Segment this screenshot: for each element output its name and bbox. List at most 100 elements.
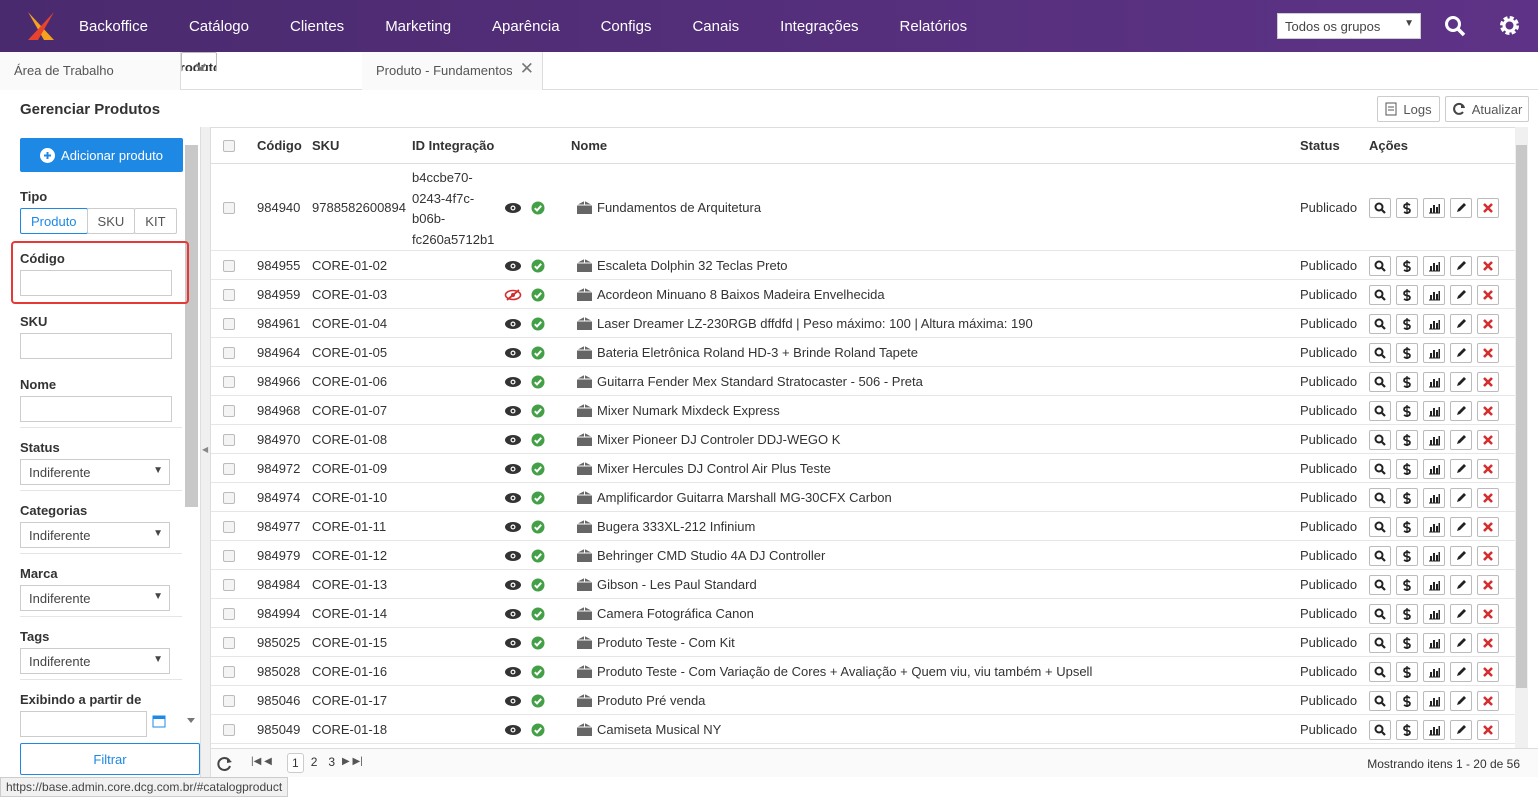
price-button[interactable] bbox=[1396, 574, 1418, 595]
visibility-icon[interactable] bbox=[504, 550, 522, 565]
visibility-icon[interactable] bbox=[504, 579, 522, 594]
stats-button[interactable] bbox=[1423, 284, 1445, 305]
delete-button[interactable] bbox=[1477, 342, 1499, 363]
visibility-icon[interactable] bbox=[504, 288, 522, 304]
nav-item[interactable]: Aparência bbox=[492, 17, 560, 35]
nav-item[interactable]: Marketing bbox=[385, 17, 452, 35]
select[interactable]: Indiferente ▼ bbox=[20, 648, 170, 674]
page-link[interactable]: 3 bbox=[328, 755, 336, 769]
calendar-icon[interactable] bbox=[152, 714, 166, 731]
type-option[interactable]: SKU bbox=[86, 208, 136, 234]
stats-button[interactable] bbox=[1423, 458, 1445, 479]
stats-button[interactable] bbox=[1423, 632, 1445, 653]
delete-button[interactable] bbox=[1477, 545, 1499, 566]
view-button[interactable] bbox=[1369, 458, 1391, 479]
add-product-button[interactable]: Adicionar produto bbox=[20, 138, 183, 172]
edit-button[interactable] bbox=[1450, 400, 1472, 421]
row-checkbox[interactable] bbox=[223, 433, 235, 446]
stats-button[interactable] bbox=[1423, 255, 1445, 276]
delete-button[interactable] bbox=[1477, 574, 1499, 595]
delete-button[interactable] bbox=[1477, 458, 1499, 479]
tab[interactable]: Produto✕ bbox=[181, 52, 217, 72]
visibility-icon[interactable] bbox=[504, 405, 522, 420]
visibility-icon[interactable] bbox=[504, 666, 522, 681]
row-checkbox[interactable] bbox=[223, 259, 235, 272]
delete-button[interactable] bbox=[1477, 516, 1499, 537]
view-button[interactable] bbox=[1369, 284, 1391, 305]
row-checkbox[interactable] bbox=[223, 346, 235, 359]
view-button[interactable] bbox=[1369, 197, 1391, 218]
text-input[interactable] bbox=[20, 396, 172, 422]
row-checkbox[interactable] bbox=[223, 694, 235, 707]
visibility-icon[interactable] bbox=[504, 202, 522, 217]
stats-button[interactable] bbox=[1423, 719, 1445, 740]
visibility-icon[interactable] bbox=[504, 434, 522, 449]
view-button[interactable] bbox=[1369, 429, 1391, 450]
view-button[interactable] bbox=[1369, 545, 1391, 566]
price-button[interactable] bbox=[1396, 429, 1418, 450]
view-button[interactable] bbox=[1369, 603, 1391, 624]
edit-button[interactable] bbox=[1450, 661, 1472, 682]
view-button[interactable] bbox=[1369, 574, 1391, 595]
edit-button[interactable] bbox=[1450, 284, 1472, 305]
logs-button[interactable]: Logs bbox=[1377, 96, 1440, 122]
tab[interactable]: Produto - Fundamentos d ✕ bbox=[362, 52, 543, 90]
price-button[interactable] bbox=[1396, 690, 1418, 711]
price-button[interactable] bbox=[1396, 400, 1418, 421]
edit-button[interactable] bbox=[1450, 719, 1472, 740]
edit-button[interactable] bbox=[1450, 487, 1472, 508]
next-last[interactable]: ▶ ▶| bbox=[342, 756, 363, 767]
view-button[interactable] bbox=[1369, 255, 1391, 276]
price-button[interactable] bbox=[1396, 313, 1418, 334]
edit-button[interactable] bbox=[1450, 371, 1472, 392]
price-button[interactable] bbox=[1396, 545, 1418, 566]
price-button[interactable] bbox=[1396, 487, 1418, 508]
row-checkbox[interactable] bbox=[223, 607, 235, 620]
settings-icon[interactable] bbox=[1499, 15, 1520, 36]
edit-button[interactable] bbox=[1450, 255, 1472, 276]
stats-button[interactable] bbox=[1423, 661, 1445, 682]
delete-button[interactable] bbox=[1477, 487, 1499, 508]
delete-button[interactable] bbox=[1477, 284, 1499, 305]
nav-item[interactable]: Configs bbox=[600, 17, 652, 35]
delete-button[interactable] bbox=[1477, 197, 1499, 218]
row-checkbox[interactable] bbox=[223, 404, 235, 417]
price-button[interactable] bbox=[1396, 458, 1418, 479]
delete-button[interactable] bbox=[1477, 603, 1499, 624]
row-checkbox[interactable] bbox=[223, 520, 235, 533]
delete-button[interactable] bbox=[1477, 429, 1499, 450]
select-all[interactable] bbox=[223, 140, 235, 152]
price-button[interactable] bbox=[1396, 661, 1418, 682]
visibility-icon[interactable] bbox=[504, 695, 522, 710]
page-link[interactable]: 1 bbox=[287, 753, 304, 773]
visibility-icon[interactable] bbox=[504, 318, 522, 333]
price-button[interactable] bbox=[1396, 197, 1418, 218]
tab-close[interactable]: ✕ bbox=[519, 59, 534, 78]
row-checkbox[interactable] bbox=[223, 549, 235, 562]
select[interactable]: Indiferente ▼ bbox=[20, 585, 170, 611]
text-input[interactable] bbox=[20, 270, 172, 296]
row-checkbox[interactable] bbox=[223, 317, 235, 330]
sidebar-handle[interactable]: ◀ bbox=[200, 127, 211, 777]
text-input[interactable] bbox=[20, 333, 172, 359]
stats-button[interactable] bbox=[1423, 313, 1445, 334]
delete-button[interactable] bbox=[1477, 719, 1499, 740]
group-select[interactable]: Todos os grupos ▼ bbox=[1277, 13, 1421, 39]
stats-button[interactable] bbox=[1423, 371, 1445, 392]
row-checkbox[interactable] bbox=[223, 723, 235, 736]
refresh-button[interactable]: Atualizar bbox=[1445, 96, 1529, 122]
price-button[interactable] bbox=[1396, 284, 1418, 305]
filter-button[interactable]: Filtrar bbox=[20, 743, 200, 775]
row-checkbox[interactable] bbox=[223, 375, 235, 388]
visibility-icon[interactable] bbox=[504, 637, 522, 652]
visibility-icon[interactable] bbox=[504, 260, 522, 275]
stats-button[interactable] bbox=[1423, 342, 1445, 363]
edit-button[interactable] bbox=[1450, 574, 1472, 595]
edit-button[interactable] bbox=[1450, 342, 1472, 363]
row-checkbox[interactable] bbox=[223, 665, 235, 678]
nav-item[interactable]: Catálogo bbox=[188, 17, 249, 35]
view-button[interactable] bbox=[1369, 661, 1391, 682]
edit-button[interactable] bbox=[1450, 429, 1472, 450]
delete-button[interactable] bbox=[1477, 690, 1499, 711]
stats-button[interactable] bbox=[1423, 197, 1445, 218]
